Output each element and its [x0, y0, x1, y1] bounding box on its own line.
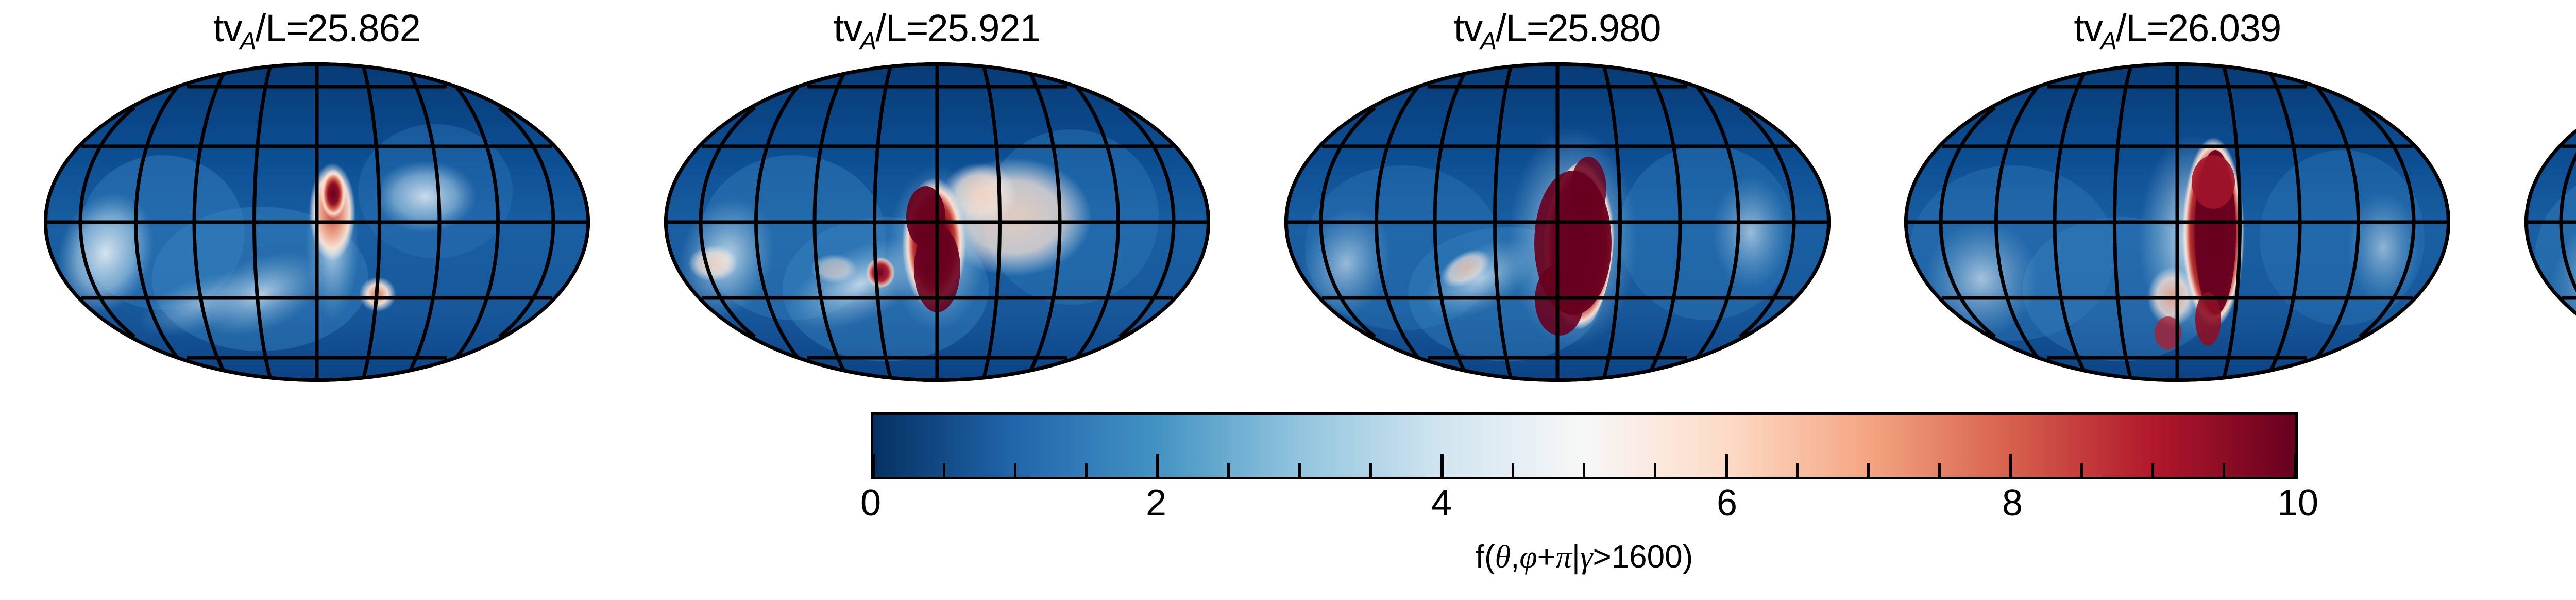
panel-1-title-value: 25.862 — [307, 7, 421, 49]
colorbar-axis-label: f(θ,φ+π|γ>1600) — [871, 539, 2298, 575]
colorbar-minor-tick — [2151, 463, 2154, 477]
colorbar-major-tick — [872, 454, 875, 477]
panel-3-map — [1284, 62, 1831, 382]
colorbar-major-tick — [2294, 454, 2297, 477]
panel-3-mollweide — [1284, 62, 1831, 382]
panel-1-map — [44, 62, 590, 382]
colorbar-minor-tick — [1227, 463, 1230, 477]
panel-3-title-mid: /L= — [1496, 7, 1549, 49]
panel-row: tvA/L=25.862 — [21, 0, 2576, 407]
cbar-label-bar: | — [1571, 539, 1581, 575]
colorbar-tick-labels: 0 2 4 6 8 10 — [860, 482, 2318, 534]
cbar-label-plus: + — [1537, 539, 1556, 575]
panel-3: tvA/L=25.980 — [1261, 0, 1854, 407]
colorbar-tick-label: 10 — [2277, 482, 2319, 524]
colorbar-major-tick — [2009, 454, 2012, 477]
panel-5: tvA/L=26.097 — [2501, 0, 2576, 407]
cbar-label-f: f — [1475, 539, 1484, 575]
panel-4-title-mid: /L= — [2115, 7, 2169, 49]
colorbar-minor-tick — [1369, 463, 1372, 477]
panel-2-map — [664, 62, 1210, 382]
colorbar-minor-tick — [1512, 463, 1514, 477]
panel-3-sky-svg — [1284, 62, 1831, 382]
panel-2-title: tvA/L=25.921 — [834, 0, 1041, 62]
panel-4-title: tvA/L=26.039 — [2074, 0, 2281, 62]
colorbar-tick-label: 6 — [1716, 482, 1738, 524]
panel-4-mollweide — [1904, 62, 2451, 382]
panel-1-title-subscript: A — [240, 28, 257, 56]
panel-2-sky-svg — [664, 62, 1210, 382]
panel-2-title-mid: /L= — [875, 7, 928, 49]
panel-1-mollweide — [44, 62, 590, 382]
colorbar[interactable] — [871, 412, 2298, 479]
cbar-label-comma: , — [1511, 539, 1520, 575]
colorbar-block: 0 2 4 6 8 10 f(θ,φ+π|γ>1600) — [860, 412, 2318, 573]
panel-3-title-prefix: tv — [1453, 7, 1483, 49]
cbar-label-close: ) — [1682, 539, 1693, 575]
cbar-label-threshold: 1600 — [1611, 539, 1683, 575]
panel-5-map — [2524, 62, 2576, 382]
panel-1: tvA/L=25.862 — [21, 0, 613, 407]
colorbar-tick-label: 2 — [1145, 482, 1167, 524]
colorbar-minor-tick — [1583, 463, 1585, 477]
cbar-label-gamma: γ — [1580, 540, 1593, 575]
colorbar-major-tick — [1440, 454, 1444, 477]
cbar-label-phi: φ — [1519, 540, 1537, 575]
cbar-label-gt: > — [1592, 539, 1612, 575]
colorbar-major-tick — [1156, 454, 1159, 477]
panel-2-title-prefix: tv — [833, 7, 863, 49]
panel-2-title-value: 25.921 — [927, 7, 1041, 49]
colorbar-minor-tick — [1014, 463, 1016, 477]
panel-4: tvA/L=26.039 — [1881, 0, 2473, 407]
panel-3-title-subscript: A — [1480, 28, 1497, 56]
colorbar-minor-tick — [943, 463, 945, 477]
cbar-label-theta: θ — [1495, 540, 1511, 575]
panel-3-title: tvA/L=25.980 — [1453, 0, 1662, 62]
panel-2-mollweide — [664, 62, 1210, 382]
colorbar-tick-label: 0 — [860, 482, 882, 524]
panel-1-sky-svg — [44, 62, 590, 382]
colorbar-minor-tick — [1298, 463, 1301, 477]
panel-4-map — [1904, 62, 2451, 382]
panel-1-title-mid: /L= — [255, 7, 309, 49]
panel-5-mollweide — [2524, 62, 2576, 382]
panel-1-title: tvA/L=25.862 — [213, 0, 421, 62]
colorbar-major-tick — [1725, 454, 1728, 477]
panel-1-title-prefix: tv — [213, 7, 243, 49]
colorbar-minor-tick — [1938, 463, 1941, 477]
colorbar-minor-tick — [2223, 463, 2225, 477]
panel-3-title-value: 25.980 — [1547, 7, 1661, 49]
panel-2-title-subscript: A — [860, 28, 877, 56]
cbar-label-open: ( — [1484, 539, 1495, 575]
colorbar-ticks — [872, 415, 2297, 477]
colorbar-minor-tick — [1085, 463, 1088, 477]
panel-4-sky-svg — [1904, 62, 2451, 382]
panel-4-title-subscript: A — [2100, 28, 2117, 56]
colorbar-minor-tick — [1654, 463, 1656, 477]
panel-4-title-value: 26.039 — [2167, 7, 2281, 49]
panel-4-title-prefix: tv — [2074, 7, 2103, 49]
panel-2: tvA/L=25.921 — [641, 0, 1233, 407]
colorbar-minor-tick — [1867, 463, 1870, 477]
colorbar-tick-label: 4 — [1431, 482, 1452, 524]
colorbar-tick-label: 8 — [2002, 482, 2023, 524]
colorbar-minor-tick — [1796, 463, 1799, 477]
panel-5-sky-svg — [2524, 64, 2576, 381]
colorbar-minor-tick — [2080, 463, 2083, 477]
cbar-label-pi: π — [1555, 540, 1572, 575]
